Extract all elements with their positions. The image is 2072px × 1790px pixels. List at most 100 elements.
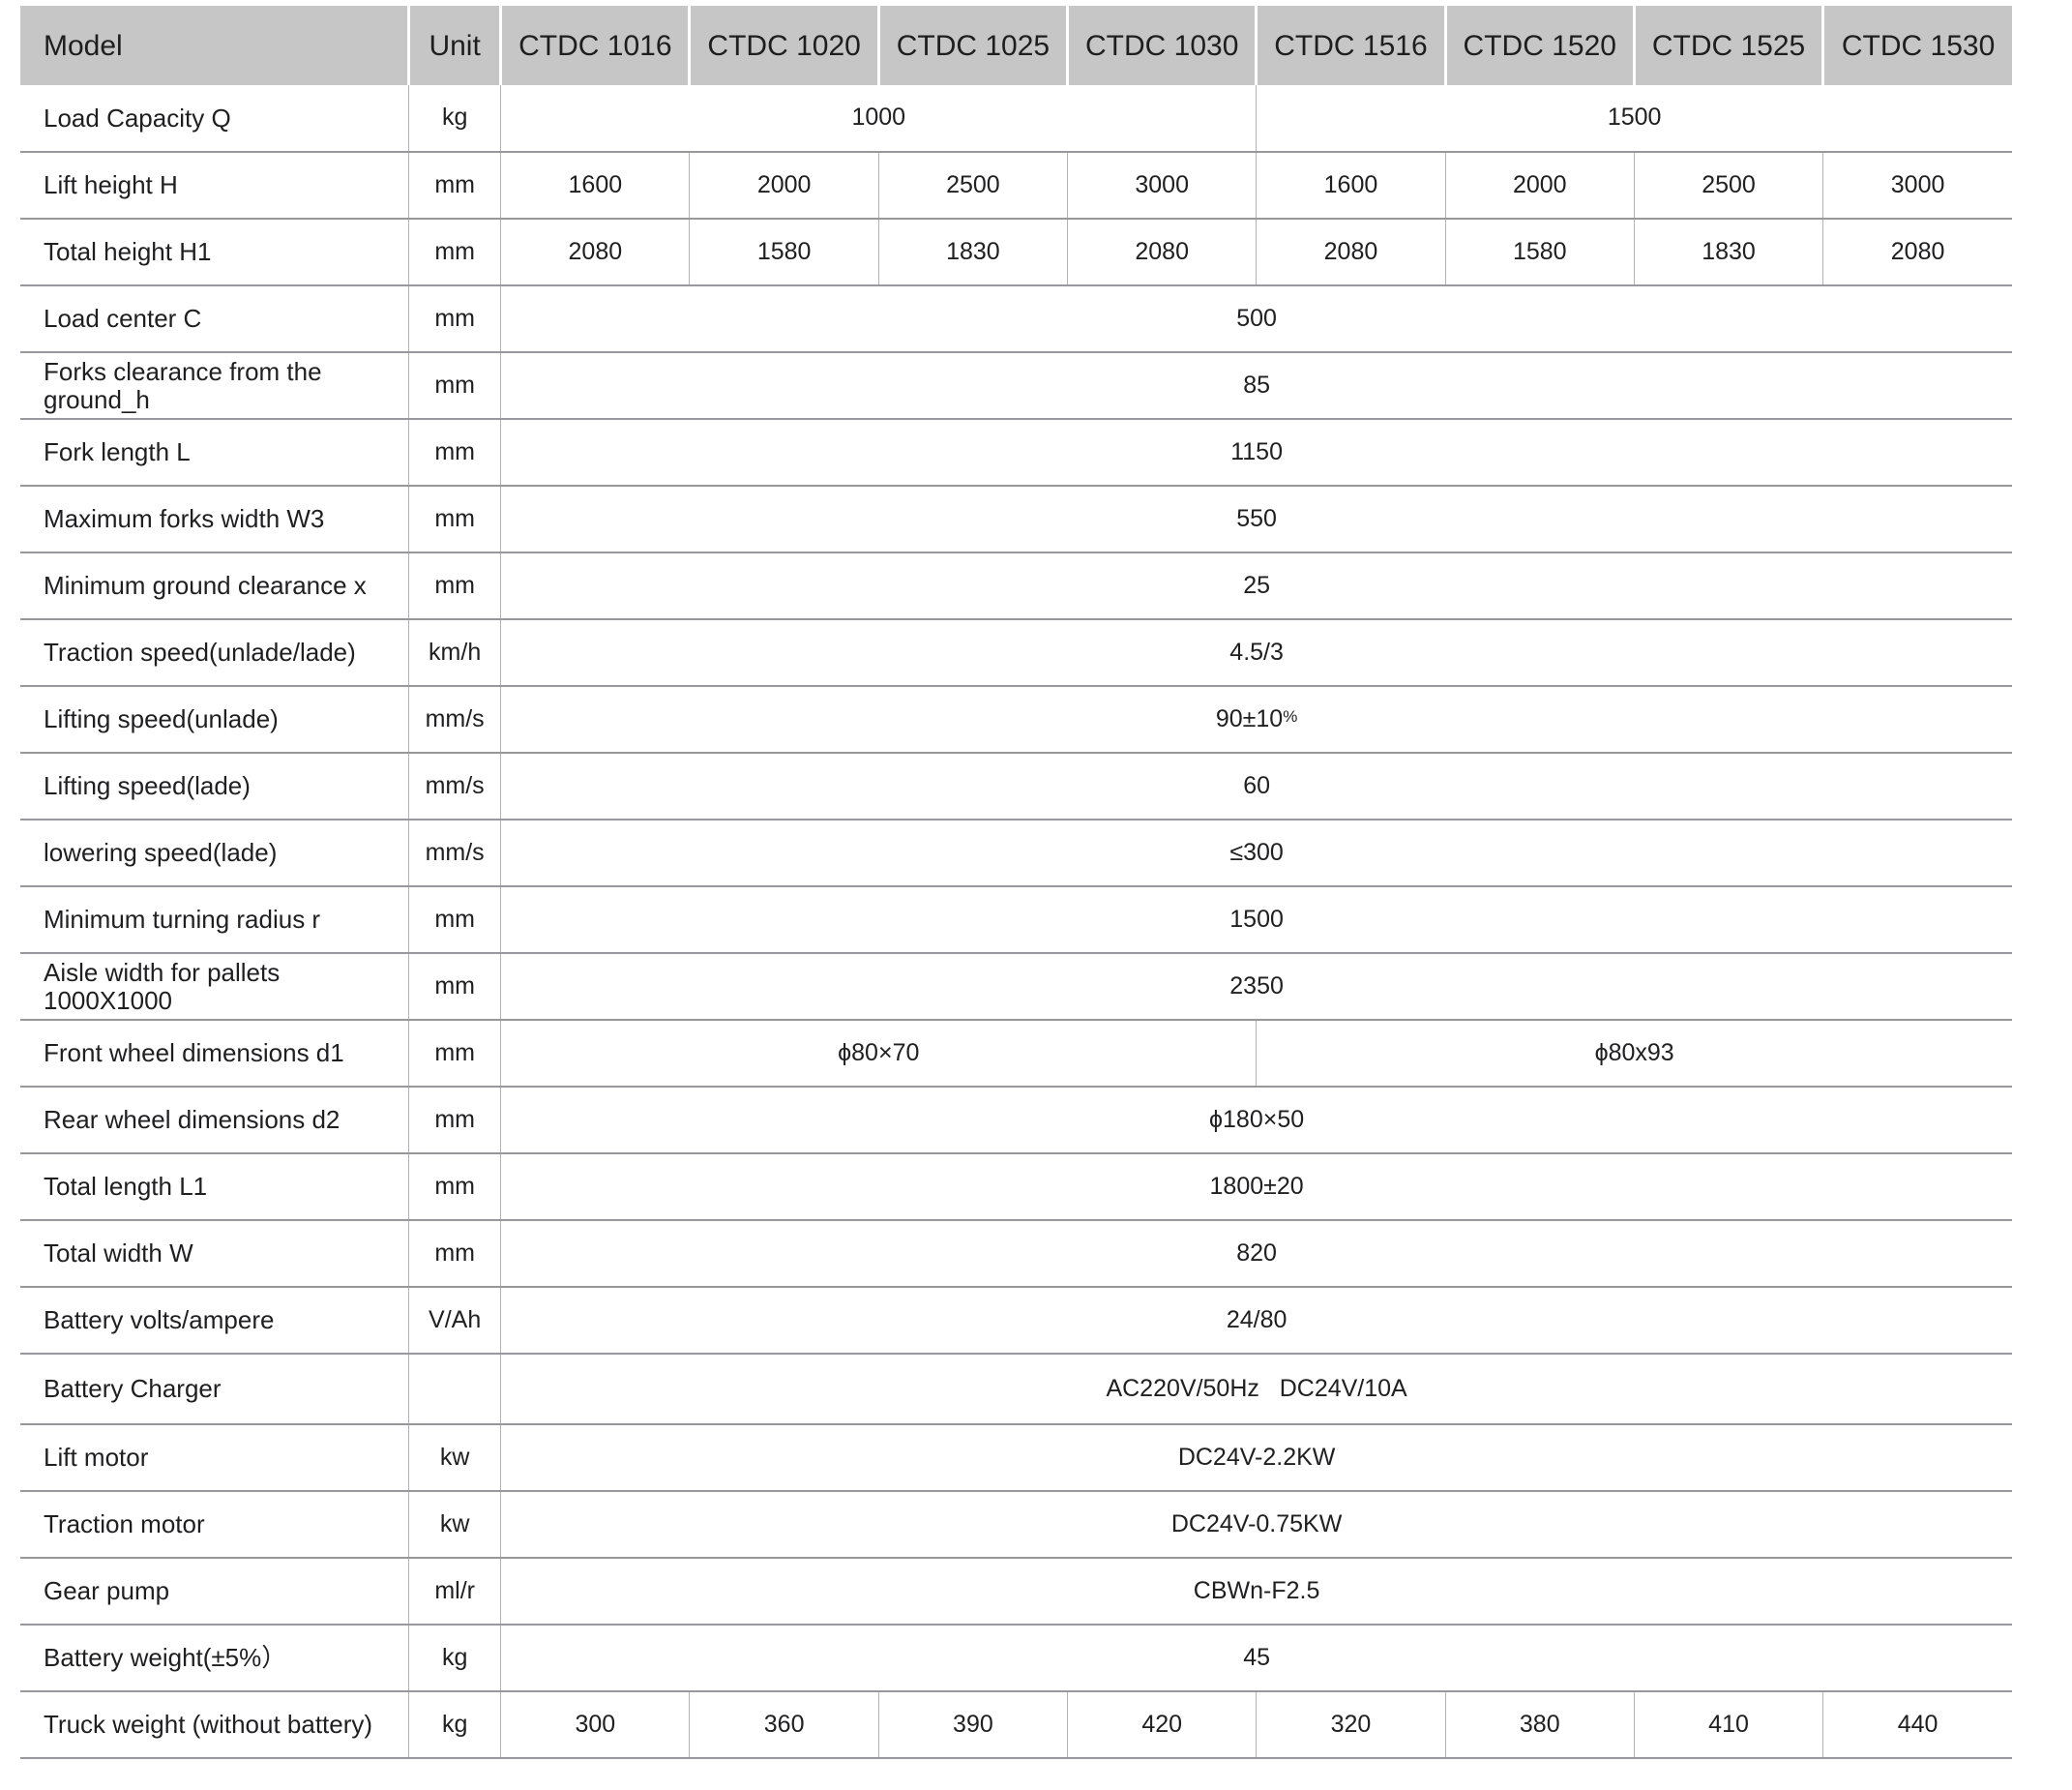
value-text: 1830 — [946, 237, 1000, 265]
value-cell: CBWn-F2.5 — [500, 1558, 2012, 1626]
header-cell-ctdc-1520: CTDC 1520 — [1443, 6, 1635, 85]
value-text: 820 — [1236, 1238, 1277, 1267]
value-text: 25 — [1243, 571, 1270, 599]
value-text: 1800±20 — [1209, 1172, 1304, 1200]
value-cell: ϕ80×70 — [500, 1020, 1257, 1088]
table-row: Minimum turning radius r mm 1500 — [20, 886, 2012, 954]
value-text: 2080 — [1135, 237, 1189, 265]
value-cell: 1580 — [689, 219, 879, 286]
row-label: Minimum turning radius r — [20, 886, 409, 954]
row-unit: mm — [408, 552, 501, 620]
value-cell: 90±10% — [500, 686, 2012, 754]
value-text: ≤300 — [1229, 838, 1284, 866]
row-label: Load center C — [20, 285, 409, 353]
value-text: 1000 — [851, 104, 906, 132]
row-label: Battery Charger — [20, 1354, 409, 1425]
header-cell-unit: Unit — [407, 6, 501, 85]
value-cell: ϕ180×50 — [500, 1087, 2012, 1154]
value-text: 380 — [1519, 1710, 1560, 1738]
table-row: Battery Charger AC220V/50Hz DC24V/10A — [20, 1354, 2012, 1425]
row-unit: mm/s — [408, 753, 501, 820]
row-unit: mm — [408, 1220, 501, 1288]
value-text: CBWn-F2.5 — [1193, 1576, 1320, 1604]
row-unit: mm/s — [408, 686, 501, 754]
row-unit — [408, 1354, 501, 1425]
value-text: ϕ180×50 — [1209, 1105, 1305, 1133]
value-cell: 4.5/3 — [500, 619, 2012, 687]
value-text: 90±10 — [1215, 704, 1284, 732]
value-cell: 2500 — [877, 152, 1068, 220]
value-text: 1600 — [1323, 170, 1378, 198]
value-text: 24/80 — [1226, 1305, 1288, 1333]
value-cell: 1600 — [1256, 152, 1446, 220]
row-label: Load Capacity Q — [20, 85, 409, 153]
row-unit: mm — [408, 1153, 501, 1221]
value-text: ϕ80×70 — [838, 1038, 920, 1066]
value-cell: 3000 — [1822, 152, 2012, 220]
value-cell: 1600 — [500, 152, 690, 220]
value-text: AC220V/50Hz DC24V/10A — [1106, 1374, 1407, 1402]
row-label: Forks clearance from the ground_h — [20, 352, 409, 420]
value-cell: 2000 — [1444, 152, 1635, 220]
header-cell-ctdc-1016: CTDC 1016 — [499, 6, 690, 85]
row-unit: mm — [408, 1020, 501, 1088]
table-row: Lifting speed(unlade) mm/s 90±10% — [20, 686, 2012, 754]
header-cell-ctdc-1025: CTDC 1025 — [876, 6, 1068, 85]
row-unit: mm — [408, 219, 501, 286]
value-cell: 420 — [1067, 1691, 1257, 1759]
row-label: Traction motor — [20, 1491, 409, 1559]
value-cell: ϕ80x93 — [1256, 1020, 2012, 1088]
value-text: 360 — [763, 1710, 805, 1738]
table-row: Front wheel dimensions d1 mm ϕ80×70 ϕ80x93 — [20, 1020, 2012, 1088]
row-label: Lift height H — [20, 152, 409, 220]
table-row: Lift motor kw DC24V-2.2KW — [20, 1424, 2012, 1492]
row-unit: ml/r — [408, 1558, 501, 1626]
table-row: Truck weight (without battery) kg 300 360 39… — [20, 1691, 2012, 1759]
row-label: Maximum forks width W3 — [20, 486, 409, 553]
value-text: 300 — [575, 1710, 616, 1738]
row-label: Truck weight (without battery) — [20, 1691, 409, 1759]
value-text: 2350 — [1229, 971, 1284, 999]
header-cell-model: Model — [20, 6, 409, 85]
row-unit: mm — [408, 152, 501, 220]
table-row: Gear pump ml/r CBWn-F2.5 — [20, 1558, 2012, 1626]
value-cell: 390 — [877, 1691, 1068, 1759]
row-label: Lift motor — [20, 1424, 409, 1492]
table-row: Maximum forks width W3 mm 550 — [20, 486, 2012, 553]
value-cell: 1500 — [1256, 85, 2012, 153]
table-row: Aisle width for pallets 1000X1000 mm 2350 — [20, 953, 2012, 1021]
row-unit: kw — [408, 1491, 501, 1559]
value-cell: 85 — [500, 352, 2012, 420]
row-unit: mm — [408, 486, 501, 553]
value-cell: 320 — [1256, 1691, 1446, 1759]
value-text: 2080 — [568, 237, 623, 265]
row-unit: mm/s — [408, 820, 501, 887]
row-label: Traction speed(unlade/lade) — [20, 619, 409, 687]
value-text: 2500 — [1702, 170, 1756, 198]
table-row: Battery volts/ampere V/Ah 24/80 — [20, 1287, 2012, 1355]
value-cell: ≤300 — [500, 820, 2012, 887]
value-cell: 24/80 — [500, 1287, 2012, 1355]
value-text: 3000 — [1890, 170, 1945, 198]
row-label: Battery volts/ampere — [20, 1287, 409, 1355]
table-row: Total height H1 mm 2080 1580 1830 2080 2080 158… — [20, 219, 2012, 286]
value-cell: 380 — [1444, 1691, 1635, 1759]
value-cell: 2500 — [1633, 152, 1823, 220]
value-cell: 1500 — [500, 886, 2012, 954]
value-cell: 3000 — [1067, 152, 1257, 220]
table-row: lowering speed(lade) mm/s ≤300 — [20, 820, 2012, 887]
value-cell: 1830 — [877, 219, 1068, 286]
value-text: 1600 — [568, 170, 623, 198]
table-row: Battery weight(±5%） kg 45 — [20, 1625, 2012, 1692]
value-text: 420 — [1141, 1710, 1183, 1738]
row-label: Front wheel dimensions d1 — [20, 1020, 409, 1088]
row-label: Total height H1 — [20, 219, 409, 286]
row-label: Lifting speed(lade) — [20, 753, 409, 820]
row-label: Battery weight(±5%） — [20, 1625, 409, 1692]
value-cell: 45 — [500, 1625, 2012, 1692]
value-cell: 440 — [1822, 1691, 2012, 1759]
value-text: 85 — [1243, 371, 1270, 399]
